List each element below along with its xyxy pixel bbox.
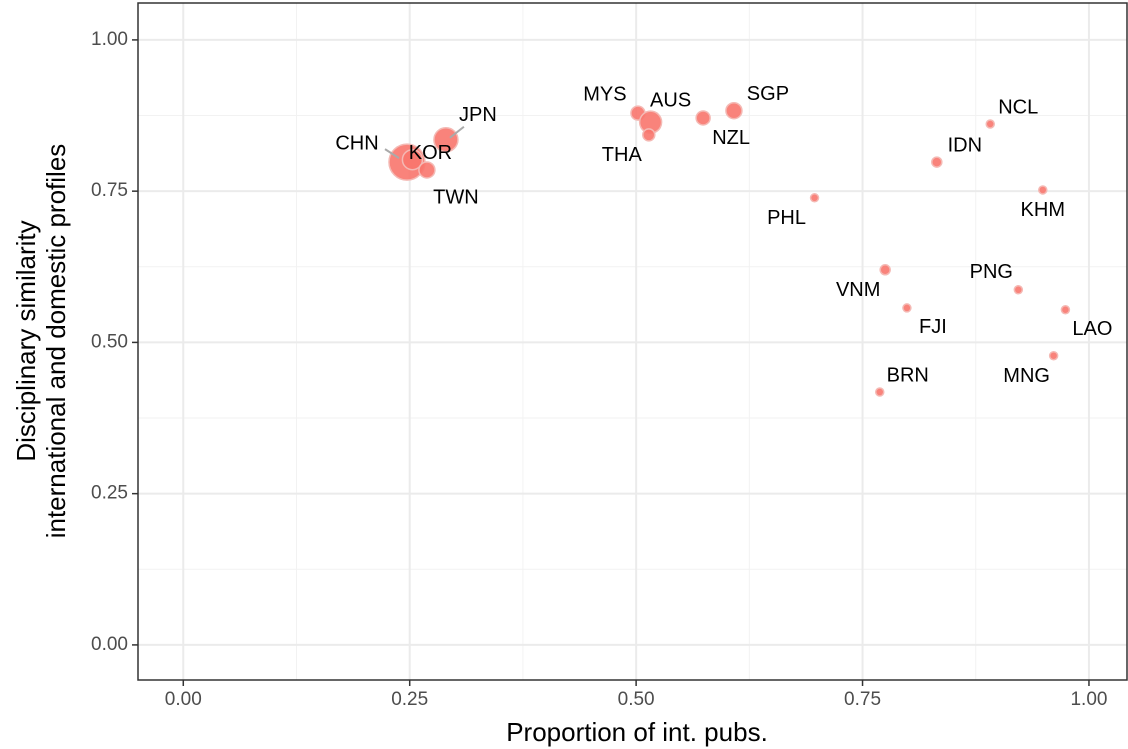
panel-border	[137, 2, 1128, 681]
point	[725, 101, 743, 120]
point	[1060, 304, 1071, 315]
x-tick-label: 0.75	[844, 689, 881, 710]
point	[809, 193, 820, 203]
point	[875, 387, 885, 397]
point-label: PNG	[970, 261, 1013, 283]
x-tick-label: 0.25	[391, 689, 428, 710]
point-label: LAO	[1072, 318, 1112, 340]
point	[642, 128, 656, 142]
point-label: KHM	[1021, 199, 1065, 221]
y-tick-label: 1.00	[91, 29, 128, 50]
leader-line	[449, 125, 465, 139]
point-label: MNG	[1003, 365, 1050, 387]
point	[1013, 285, 1024, 295]
y-tick-label: 0.75	[91, 180, 128, 201]
point-label: THA	[602, 144, 643, 166]
point-label: TWN	[433, 186, 479, 208]
point	[695, 110, 711, 126]
y-tick-label: 0.00	[91, 634, 128, 655]
x-tick-label: 1.00	[1070, 689, 1107, 710]
leader-line	[384, 148, 400, 159]
point-label: AUS	[650, 89, 691, 111]
point	[1038, 185, 1048, 195]
point	[401, 148, 424, 171]
x-tick-label: 0.00	[165, 689, 202, 710]
point-label: VNM	[836, 279, 880, 301]
point-label: PHL	[767, 207, 806, 229]
point	[931, 156, 943, 168]
point-label: CHN	[335, 132, 378, 154]
point	[902, 303, 912, 313]
point	[879, 264, 891, 276]
y-tick-label: 0.25	[91, 483, 128, 504]
y-axis-title: Disciplinary similarity	[11, 220, 41, 461]
point	[1048, 350, 1059, 361]
x-tick-label: 0.50	[618, 689, 655, 710]
point-label: SGP	[747, 83, 789, 105]
point-label: FJI	[919, 316, 947, 338]
y-tick-label: 0.50	[91, 331, 128, 352]
point-label: KOR	[409, 142, 452, 164]
point-label: JPN	[459, 104, 497, 126]
point-label: BRN	[887, 364, 929, 386]
point-label: MYS	[583, 83, 626, 105]
points: CHN KOR TWN JPN MYS AUS THA NZL SGP NCL IDN KHM PHL V…	[335, 83, 1112, 397]
x-axis-title: Proportion of int. pubs.	[506, 717, 768, 747]
point	[418, 161, 436, 179]
point	[985, 119, 995, 129]
point-label: IDN	[948, 134, 982, 156]
point	[433, 126, 459, 153]
point-label: NZL	[712, 127, 750, 149]
y-axis-title: international and domestic profiles	[41, 144, 71, 539]
point-label: NCL	[998, 96, 1038, 118]
